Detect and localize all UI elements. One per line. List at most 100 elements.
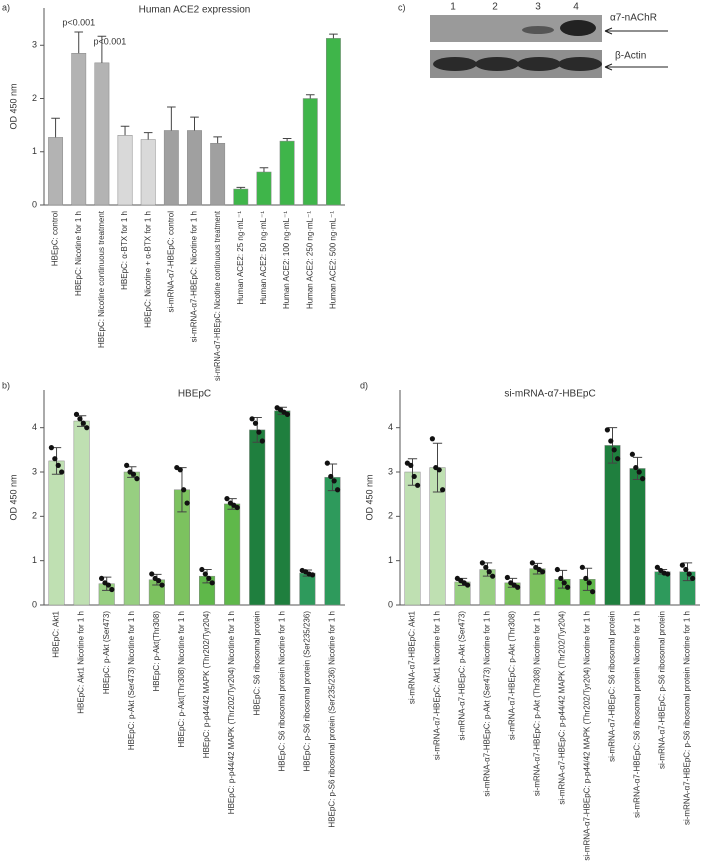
band — [558, 57, 602, 71]
data-point — [615, 456, 621, 462]
data-point — [636, 469, 642, 475]
data-point — [554, 566, 560, 573]
data-point — [202, 571, 208, 577]
lane-label: 4 — [573, 2, 579, 13]
y-tick-label: 2 — [388, 511, 393, 521]
data-point — [98, 575, 105, 582]
data-point — [328, 473, 334, 480]
data-point — [159, 582, 165, 588]
bar — [117, 135, 133, 206]
band — [522, 26, 554, 34]
panel-label: b) — [2, 380, 10, 390]
error-bar — [236, 186, 246, 190]
annotation: p<0.001 — [93, 36, 126, 46]
x-tick-label: HBEpC: p-p44/42 MAPK (Thr202/Tyr204) — [202, 611, 211, 759]
x-tick-label: HBEpC: control — [51, 211, 60, 266]
x-tick-label: HBEpC: α-BTX for 1 h — [120, 211, 129, 290]
data-point — [48, 445, 55, 451]
y-tick-label: 4 — [32, 422, 37, 432]
x-tick-label: HBEpC: p-Akt (Ser473) Nicotine for 1 h — [127, 611, 136, 750]
panel-label: a) — [2, 2, 10, 12]
data-point — [284, 411, 291, 417]
data-point — [486, 569, 492, 575]
x-tick-label: HBEpC: S6 ribosomal protein Nicotine for… — [277, 611, 286, 772]
x-tick-label: HBEpC: p-Akt(Thr308) Nicotine for 1 h — [177, 611, 186, 748]
data-point — [558, 575, 564, 582]
error-bar — [329, 33, 338, 39]
bar — [274, 410, 291, 606]
data-point — [429, 436, 435, 442]
data-point — [479, 560, 485, 566]
data-point — [665, 571, 671, 577]
x-tick-label: Human ACE2: 25 ng·mL⁻¹ — [236, 211, 245, 305]
data-point — [411, 473, 417, 480]
annotation: p<0.001 — [62, 17, 95, 27]
error-bar — [167, 106, 176, 131]
data-point — [504, 574, 510, 581]
x-tick-label: si-mRNA-α7-HBEpC: Nicotine for 1 h — [190, 211, 199, 342]
data-point — [130, 471, 137, 477]
data-point — [608, 438, 614, 444]
bar — [233, 188, 249, 206]
data-point — [209, 580, 215, 586]
data-point — [529, 560, 535, 566]
error-bar — [213, 136, 222, 144]
y-tick-label: 1 — [32, 555, 37, 565]
y-tick-label: 0 — [388, 599, 393, 609]
y-tick-label: 4 — [388, 422, 393, 432]
data-point — [52, 456, 58, 462]
lane-label: 1 — [450, 2, 456, 13]
western-blot: c) 1 2 3 4 α7-nAChR β-Actin — [398, 2, 668, 78]
data-point — [177, 467, 183, 473]
chart-title: si-mRNA-α7-HBEpC — [504, 389, 595, 400]
bar — [48, 460, 65, 606]
x-tick-label: HBEpC: Akt1 — [52, 610, 61, 657]
data-point — [561, 580, 567, 586]
bar — [140, 139, 156, 206]
data-point — [224, 496, 230, 502]
data-point — [134, 476, 140, 482]
data-point — [249, 416, 255, 422]
band-label: β-Actin — [615, 51, 646, 62]
bar — [71, 53, 87, 206]
data-point — [84, 425, 90, 431]
bar — [302, 98, 318, 206]
x-tick-label: si-mRNA-α7-HBEpC: p-S6 ribosomal protein — [658, 611, 667, 769]
bar — [73, 420, 90, 606]
x-tick-label: HBEpC: p-Akt (Ser473) — [102, 611, 111, 694]
data-point — [408, 462, 414, 468]
data-point — [540, 569, 546, 575]
x-tick-label: si-mRNA-α7-HBEpC: p-S6 ribosomal protein… — [683, 611, 692, 825]
x-tick-label: HBEpC: Nicotine continuous treatment — [97, 210, 106, 348]
y-tick-label: 0 — [32, 599, 37, 609]
bar — [324, 477, 341, 606]
error-bar — [143, 132, 153, 140]
lane-label: 3 — [535, 2, 541, 13]
y-tick-label: 0 — [32, 199, 37, 209]
x-tick-label: si-mRNA-α7-HBEpC: Nicotine continuous tr… — [213, 210, 222, 381]
data-point — [109, 586, 115, 593]
data-point — [629, 451, 635, 457]
data-point — [80, 420, 86, 426]
x-tick-label: Human ACE2: 100 ng·mL⁻¹ — [282, 211, 291, 309]
bar — [404, 471, 421, 606]
data-point — [181, 487, 187, 493]
band — [433, 57, 477, 71]
x-tick-label: si-mRNA-α7-HBEpC: p-Akt (Ser473) — [458, 611, 467, 741]
bar — [94, 62, 110, 206]
data-point — [640, 476, 646, 482]
x-tick-label: si-mRNA-α7-HBEpC: Akt1 Nicotine for 1 h — [433, 611, 442, 760]
data-point — [324, 460, 330, 466]
error-bar — [97, 35, 107, 63]
x-tick-label: HBEpC: Nicotine + α-BTX for 1 h — [143, 211, 152, 328]
data-point — [604, 427, 610, 433]
x-tick-label: HBEpC: S6 ribosomal protein — [252, 611, 261, 716]
data-point — [590, 589, 596, 595]
x-tick-label: si-mRNA-α7-HBEpC: p-Akt (Ser473) Nicotin… — [483, 611, 492, 797]
data-point — [105, 582, 112, 588]
x-tick-label: HBEpC: Nicotine for 1 h — [74, 211, 83, 296]
data-point — [483, 564, 489, 570]
data-point — [259, 438, 265, 444]
data-point — [583, 575, 589, 582]
panel-label: d) — [360, 380, 368, 390]
